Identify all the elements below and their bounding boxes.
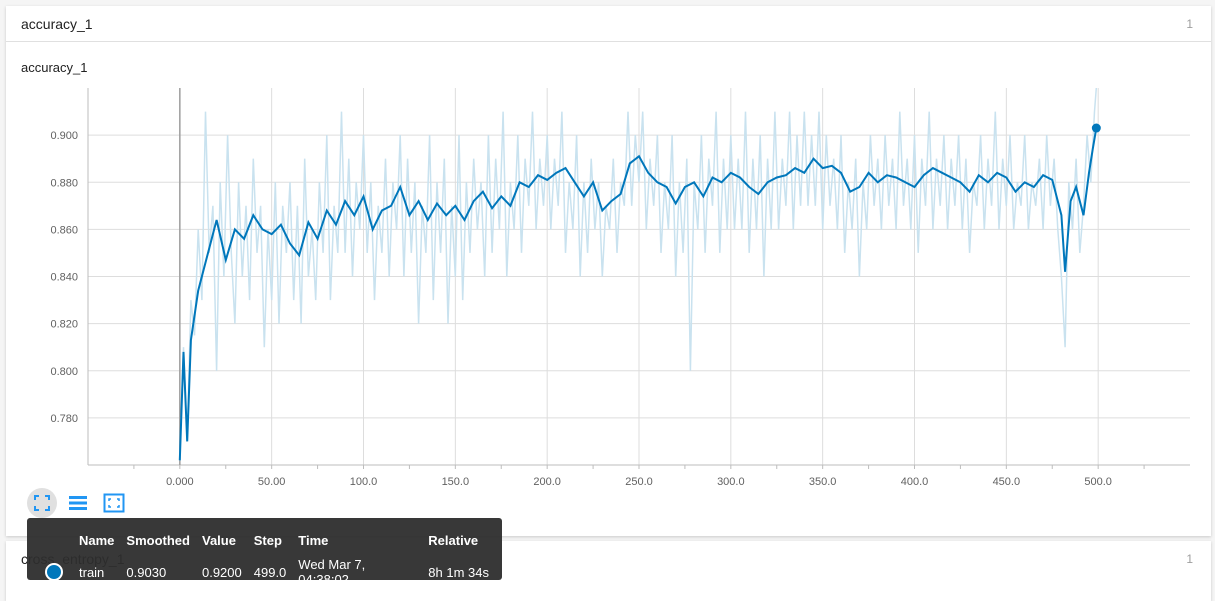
x-tick-label: 150.0 — [442, 476, 470, 488]
series-color-swatch — [39, 554, 73, 590]
y-tick-label: 0.820 — [50, 319, 78, 331]
chart-axes — [87, 88, 1190, 469]
header-divider — [6, 41, 1211, 42]
x-tick-label: 450.0 — [993, 476, 1021, 488]
x-tick-label: 250.0 — [625, 476, 653, 488]
y-tick-label: 0.800 — [50, 366, 78, 378]
tooltip-relative: 8h 1m 34s — [428, 564, 489, 580]
tooltip-header-step: Step — [253, 532, 282, 548]
y-tick-label: 0.860 — [50, 224, 78, 236]
y-tick-label: 0.900 — [50, 130, 78, 142]
toggle-data-table-icon — [69, 496, 87, 510]
tooltip-header-value: Value — [201, 532, 236, 548]
chart-title: accuracy_1 — [21, 60, 88, 75]
tooltip-data-row: train 0.9030 0.9200 499.0 Wed Mar 7, 04:… — [39, 554, 495, 590]
smoothed-series-line — [178, 127, 1098, 461]
highlight-point — [1091, 123, 1101, 133]
tooltip-step: 499.0 — [253, 564, 287, 580]
x-tick-label: 50.00 — [258, 476, 286, 488]
chart-series — [178, 88, 1098, 461]
card-count: 1 — [1186, 552, 1193, 566]
tooltip-header-row: Name Smoothed Value Step Time Relative — [39, 526, 495, 554]
tooltip-smoothed: 0.9030 — [126, 564, 167, 580]
y-tick-label: 0.840 — [50, 272, 78, 284]
tooltip-header-relative: Relative — [428, 532, 479, 548]
toggle-data-table-button[interactable] — [63, 488, 93, 518]
accuracy-card-header[interactable]: accuracy_1 1 — [6, 6, 1211, 42]
chart-toolbar — [27, 488, 129, 518]
fit-to-screen-icon — [34, 495, 50, 511]
tooltip-header-name: Name — [79, 532, 115, 548]
fit-to-screen-button[interactable] — [27, 488, 57, 518]
y-tick-label: 0.880 — [50, 177, 78, 189]
tooltip-name: train — [79, 564, 105, 580]
card-count: 1 — [1186, 17, 1193, 31]
raw-series-line — [179, 88, 1098, 461]
tooltip-header-swatch — [39, 526, 73, 554]
fit-domain-button[interactable] — [99, 488, 129, 518]
accuracy-card: accuracy_1 1 — [6, 6, 1211, 536]
chart-tick-labels: 0.780 0.800 0.820 0.840 0.860 0.880 0.900 0.000… — [50, 130, 1111, 488]
fit-domain-icon — [103, 493, 125, 513]
y-tick-label: 0.780 — [50, 413, 78, 425]
tooltip-table: Name Smoothed Value Step Time Relative t… — [39, 526, 495, 590]
x-tick-label: 200.0 — [533, 476, 561, 488]
tooltip-header-smoothed: Smoothed — [126, 532, 190, 548]
tooltip-value: 0.9200 — [201, 564, 242, 580]
card-title: accuracy_1 — [21, 16, 93, 32]
data-tooltip: Name Smoothed Value Step Time Relative t… — [27, 518, 502, 587]
x-tick-label: 0.000 — [166, 476, 194, 488]
x-tick-label: 500.0 — [1084, 476, 1112, 488]
tooltip-header-time: Time — [298, 532, 329, 548]
x-tick-label: 100.0 — [350, 476, 378, 488]
tooltip-time: Wed Mar 7, 04:38:02 — [298, 557, 366, 587]
x-tick-label: 400.0 — [901, 476, 929, 488]
x-tick-label: 300.0 — [717, 476, 745, 488]
x-tick-label: 350.0 — [809, 476, 837, 488]
